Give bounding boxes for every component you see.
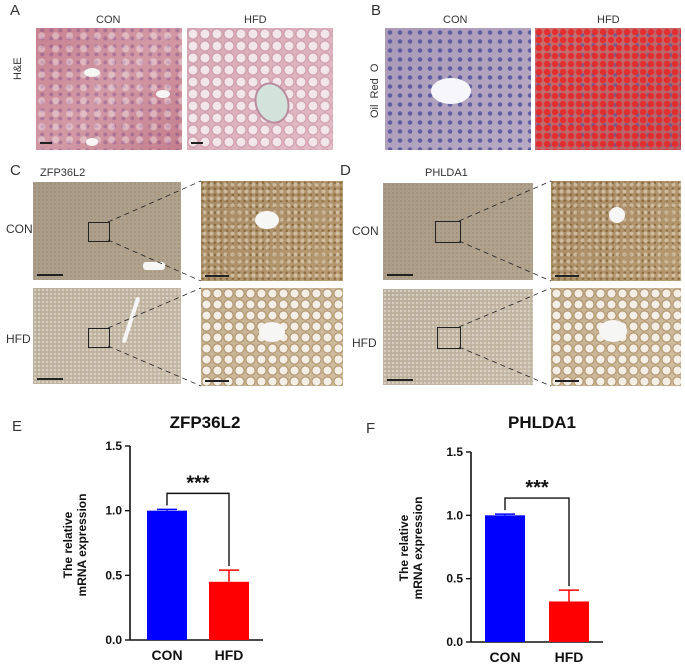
y-tick-label: 0.5 — [446, 572, 463, 586]
significance-marker: *** — [525, 477, 549, 499]
chart-title: PHLDA1 — [508, 413, 576, 432]
col-label-con: CON — [443, 14, 468, 26]
y-tick-label: 1.0 — [446, 508, 463, 522]
significance-bracket — [504, 497, 570, 587]
zfp36l2-con-overview — [33, 182, 181, 280]
zfp36l2-con-zoom — [201, 181, 343, 281]
y-axis-label: mRNA expression — [411, 497, 425, 600]
col-label-hfd: HFD — [597, 14, 620, 26]
y-tick-label: 1.0 — [105, 504, 122, 518]
bar-con — [147, 510, 187, 640]
x-tick-label: HFD — [555, 649, 584, 665]
zfp36l2-hfd-overview — [33, 288, 181, 384]
phlda1-con-zoom — [551, 181, 681, 281]
row-label-hfd: HFD — [352, 336, 377, 350]
x-tick-label: CON — [151, 647, 182, 663]
y-tick-label: 1.5 — [446, 445, 463, 459]
zfp36l2-hfd-zoom — [201, 288, 343, 386]
y-tick-label: 0.0 — [105, 633, 122, 647]
row-label-con: CON — [6, 222, 33, 236]
row-label-hfd: HFD — [6, 332, 31, 346]
phlda1-con-overview — [383, 183, 533, 280]
panel-label-a: A — [10, 2, 21, 19]
col-label-hfd: HFD — [244, 14, 267, 26]
y-tick-label: 1.5 — [105, 439, 122, 453]
panel-label-d: D — [340, 162, 351, 179]
significance-marker: *** — [186, 472, 210, 494]
he-con-micrograph — [36, 28, 182, 150]
y-axis-label: The relative — [397, 514, 411, 581]
x-tick-label: HFD — [215, 647, 244, 663]
bar-con — [485, 515, 525, 642]
y-axis-label: mRNA expression — [75, 494, 89, 597]
row-label-con: CON — [352, 224, 379, 238]
x-tick-label: CON — [489, 649, 520, 665]
oil-red-hfd-micrograph — [535, 28, 681, 150]
panel-label-b: B — [371, 2, 382, 19]
phlda1-hfd-overview — [383, 289, 533, 385]
y-tick-label: 0.0 — [446, 635, 463, 649]
panel-label-e: E — [12, 418, 23, 435]
chart-title: ZFP36L2 — [170, 413, 241, 432]
significance-bracket — [166, 492, 230, 567]
he-hfd-micrograph — [187, 28, 333, 150]
phlda1-hfd-zoom — [551, 288, 681, 386]
y-tick-label: 0.5 — [105, 568, 122, 582]
oil-red-con-micrograph — [385, 28, 531, 150]
gene-label-phlda1: PHLDA1 — [425, 167, 468, 179]
col-label-con: CON — [96, 14, 121, 26]
gene-label-zfp36l2: ZFP36L2 — [40, 167, 86, 179]
bar-hfd — [549, 601, 589, 642]
panel-label-f: F — [366, 420, 376, 437]
bar-hfd — [209, 581, 249, 640]
y-axis-label: The relative — [61, 511, 75, 578]
panel-label-c: C — [10, 162, 21, 179]
